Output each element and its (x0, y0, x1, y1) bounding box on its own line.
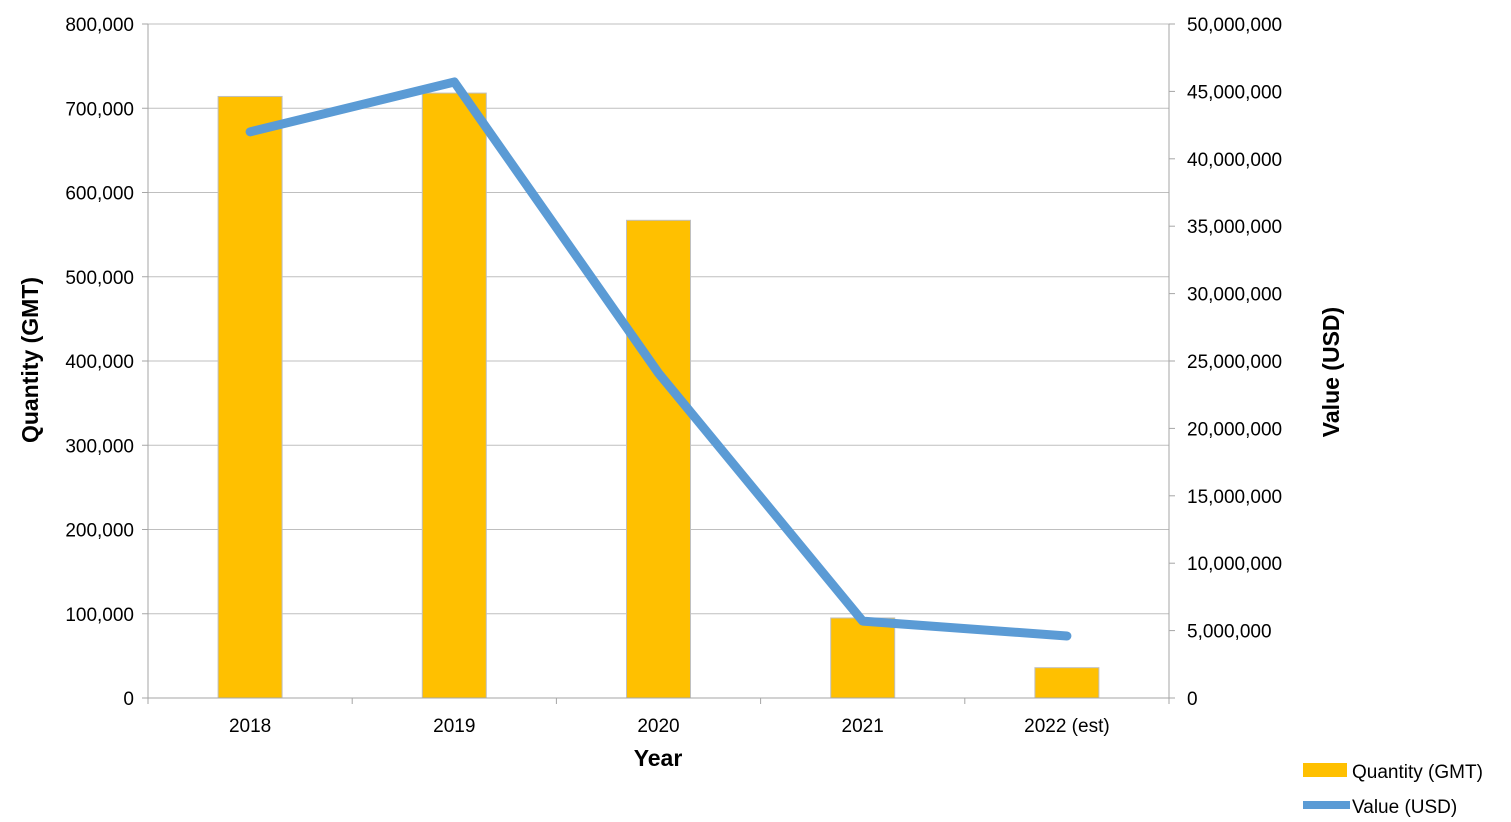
right-tick-label: 45,000,000 (1187, 82, 1282, 103)
x-tick-label: 2019 (433, 716, 475, 737)
bar-series (217, 92, 1100, 699)
x-tick-label: 2021 (842, 716, 884, 737)
bar-2019 (421, 92, 487, 699)
right-tick-label: 5,000,000 (1187, 622, 1272, 643)
left-tick-label: 800,000 (65, 15, 134, 36)
left-tick-label: 200,000 (65, 521, 134, 542)
left-tick-label: 300,000 (65, 436, 134, 457)
legend-label-quantity: Quantity (GMT) (1352, 762, 1483, 783)
right-tick-label: 50,000,000 (1187, 15, 1282, 36)
x-axis-title: Year (634, 745, 683, 771)
legend-label-value: Value (USD) (1352, 797, 1457, 818)
right-tick-label: 35,000,000 (1187, 217, 1282, 238)
bar-2021 (830, 617, 896, 699)
bar-2020 (626, 219, 691, 699)
axes (142, 23, 1175, 704)
right-tick-label: 30,000,000 (1187, 285, 1282, 306)
left-tick-label: 600,000 (65, 184, 134, 205)
bar-2018 (217, 95, 283, 699)
legend: Quantity (GMT) Value (USD) (1303, 762, 1483, 818)
right-tick-label: 15,000,000 (1187, 487, 1282, 508)
bar-2022est (1034, 667, 1100, 699)
left-axis-ticks: 0 100,000 200,000 300,000 400,000 500,000 600,… (65, 15, 134, 710)
x-axis-ticks: 2018 2019 2020 2021 2022 (est) (229, 716, 1110, 737)
x-tick-label: 2020 (637, 716, 679, 737)
left-tick-label: 500,000 (65, 268, 134, 289)
x-tick-label: 2018 (229, 716, 271, 737)
x-tick-label: 2022 (est) (1024, 716, 1110, 737)
right-tick-label: 10,000,000 (1187, 554, 1282, 575)
left-tick-label: 0 (123, 689, 134, 710)
right-tick-label: 40,000,000 (1187, 150, 1282, 171)
right-axis-ticks: 0 5,000,000 10,000,000 15,000,000 20,000,000… (1187, 15, 1282, 710)
left-axis-title: Quantity (GMT) (17, 277, 43, 443)
legend-swatch-quantity (1303, 763, 1347, 777)
left-tick-label: 400,000 (65, 352, 134, 373)
line-series (245, 77, 1072, 641)
left-tick-label: 100,000 (65, 605, 134, 626)
right-tick-label: 0 (1187, 689, 1198, 710)
right-axis-title: Value (USD) (1318, 307, 1344, 437)
left-tick-label: 700,000 (65, 99, 134, 120)
right-tick-label: 20,000,000 (1187, 419, 1282, 440)
right-tick-label: 25,000,000 (1187, 352, 1282, 373)
